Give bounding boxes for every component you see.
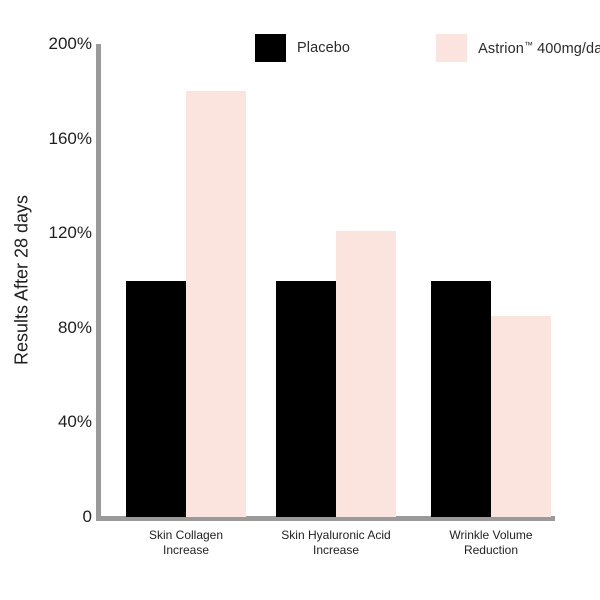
legend-item-astrion: Astrion™ 400mg/day <box>436 34 600 62</box>
plot-area <box>101 44 555 517</box>
legend-item-placebo: Placebo <box>255 34 350 62</box>
y-axis-tick-labels: 0 40% 80% 120% 160% 200% <box>0 0 92 600</box>
bar-astrion[interactable] <box>491 315 551 517</box>
bar-astrion[interactable] <box>336 230 396 517</box>
y-axis-tick-label: 80% <box>57 317 92 337</box>
bar-group <box>431 44 551 517</box>
x-axis-line <box>96 516 555 521</box>
x-axis-category-line: Skin Hyaluronic Acid <box>281 528 391 542</box>
legend-swatch-placebo <box>255 34 286 62</box>
bar-group <box>276 44 396 517</box>
bar-placebo[interactable] <box>431 280 491 517</box>
x-axis-category-line: Reduction <box>463 543 519 557</box>
bar-placebo[interactable] <box>126 280 186 517</box>
legend-label-astrion-name: Astrion <box>478 40 524 57</box>
y-axis-tick-label: 0 <box>82 507 92 526</box>
x-axis-category-line: Increase <box>312 543 360 557</box>
y-axis-tick-label: 200% <box>48 34 92 53</box>
legend-label-astrion-dose: 400mg/day <box>537 40 600 57</box>
y-axis-line <box>96 44 101 521</box>
x-axis-category-label: Skin Collagen Increase <box>91 528 281 558</box>
x-axis-category-line: Skin Collagen <box>148 528 224 542</box>
x-axis-category-label: Skin Hyaluronic Acid Increase <box>241 528 431 558</box>
y-axis-tick-label: 160% <box>48 128 92 148</box>
bar-placebo[interactable] <box>276 280 336 517</box>
chart-legend: Placebo Astrion™ 400mg/day <box>255 30 600 66</box>
x-axis-category-line: Increase <box>162 543 210 557</box>
x-axis-category-line: Wrinkle Volume <box>449 528 533 542</box>
bar-group <box>126 44 246 517</box>
x-axis-category-label: Wrinkle Volume Reduction <box>396 528 586 558</box>
legend-label-placebo: Placebo <box>297 40 351 56</box>
trademark-icon: ™ <box>523 39 533 50</box>
legend-swatch-astrion <box>436 34 468 62</box>
legend-label-astrion: Astrion™ 400mg/day <box>478 40 600 57</box>
y-axis-tick-label: 40% <box>57 412 92 432</box>
bar-astrion[interactable] <box>186 91 246 517</box>
y-axis-tick-label: 120% <box>48 223 92 243</box>
